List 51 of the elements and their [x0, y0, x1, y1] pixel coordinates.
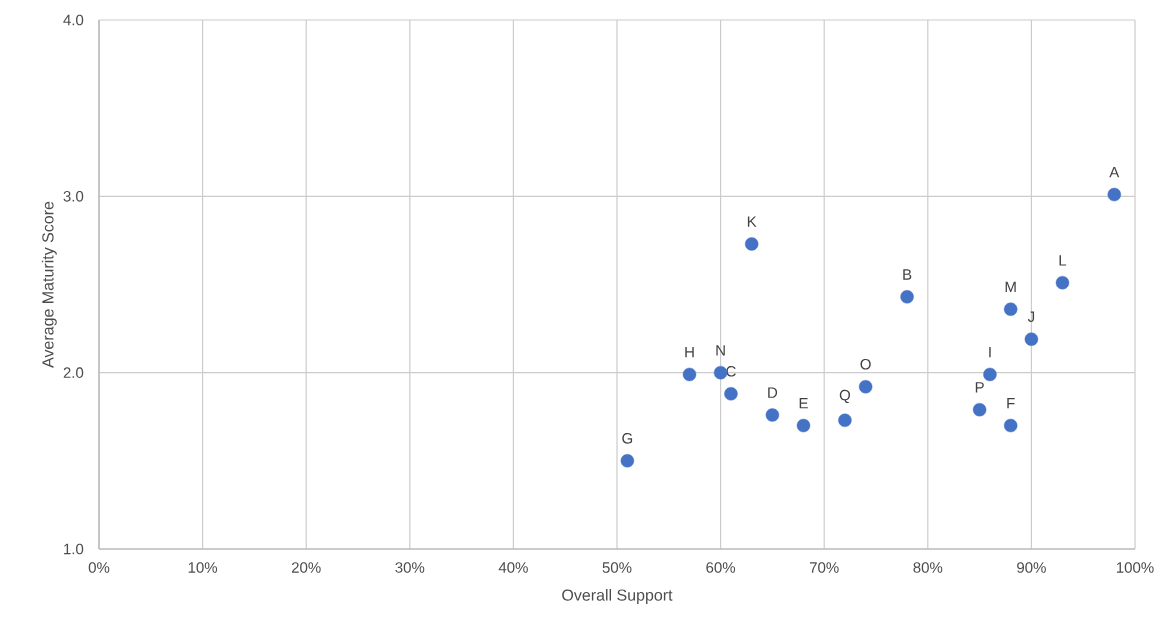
annotation: C — [726, 366, 736, 377]
annotation: F — [1007, 398, 1015, 409]
annotation: A — [1109, 167, 1120, 178]
point — [1024, 332, 1039, 346]
point — [1003, 418, 1018, 433]
annotation: E — [799, 398, 808, 409]
point — [796, 418, 811, 433]
annotation: N — [716, 345, 725, 356]
y-tick-label: 2.0 — [63, 367, 84, 378]
point — [1055, 276, 1070, 290]
point — [1107, 187, 1121, 202]
x-tick-label: 10% — [188, 562, 218, 573]
annotation: L — [1059, 255, 1067, 266]
point — [682, 367, 697, 382]
point — [765, 408, 780, 422]
point — [838, 413, 852, 427]
annotation: D — [768, 387, 778, 398]
annotation: G — [622, 433, 633, 444]
y-tick-label: 4.0 — [63, 14, 84, 26]
x-tick-label: 90% — [1017, 562, 1046, 573]
y-axis-title: Average Maturity Score — [41, 201, 57, 368]
point — [620, 454, 635, 468]
annotation: J — [1027, 311, 1035, 322]
x-tick-label: 100% — [1116, 562, 1154, 573]
point — [983, 367, 997, 382]
y-tick-label: 1.0 — [64, 543, 84, 555]
point — [724, 387, 738, 401]
x-tick-label: 40% — [498, 562, 528, 573]
point — [972, 403, 987, 417]
annotation: H — [685, 346, 694, 358]
annotation: M — [1005, 281, 1016, 292]
point — [858, 380, 873, 394]
annotation: B — [903, 269, 912, 280]
annotation: K — [747, 216, 757, 227]
x-tick-label: 80% — [913, 562, 943, 573]
annotation: I — [989, 346, 991, 358]
point — [900, 290, 914, 304]
x-tick-label: 70% — [809, 562, 839, 573]
point — [713, 365, 728, 380]
y-tick-label: 3.0 — [63, 191, 84, 202]
annotation: Q — [839, 389, 851, 404]
annotation: P — [975, 382, 984, 393]
annotation: O — [860, 358, 871, 370]
x-tick-label: 60% — [706, 562, 736, 573]
x-tick-label: 30% — [395, 562, 425, 573]
point — [1003, 302, 1018, 316]
x-axis-title: Overall Support — [562, 589, 673, 604]
point — [744, 237, 759, 251]
x-tick-label: 50% — [602, 562, 632, 573]
x-tick-label: 0% — [88, 562, 110, 573]
x-tick-label: 20% — [291, 562, 321, 573]
